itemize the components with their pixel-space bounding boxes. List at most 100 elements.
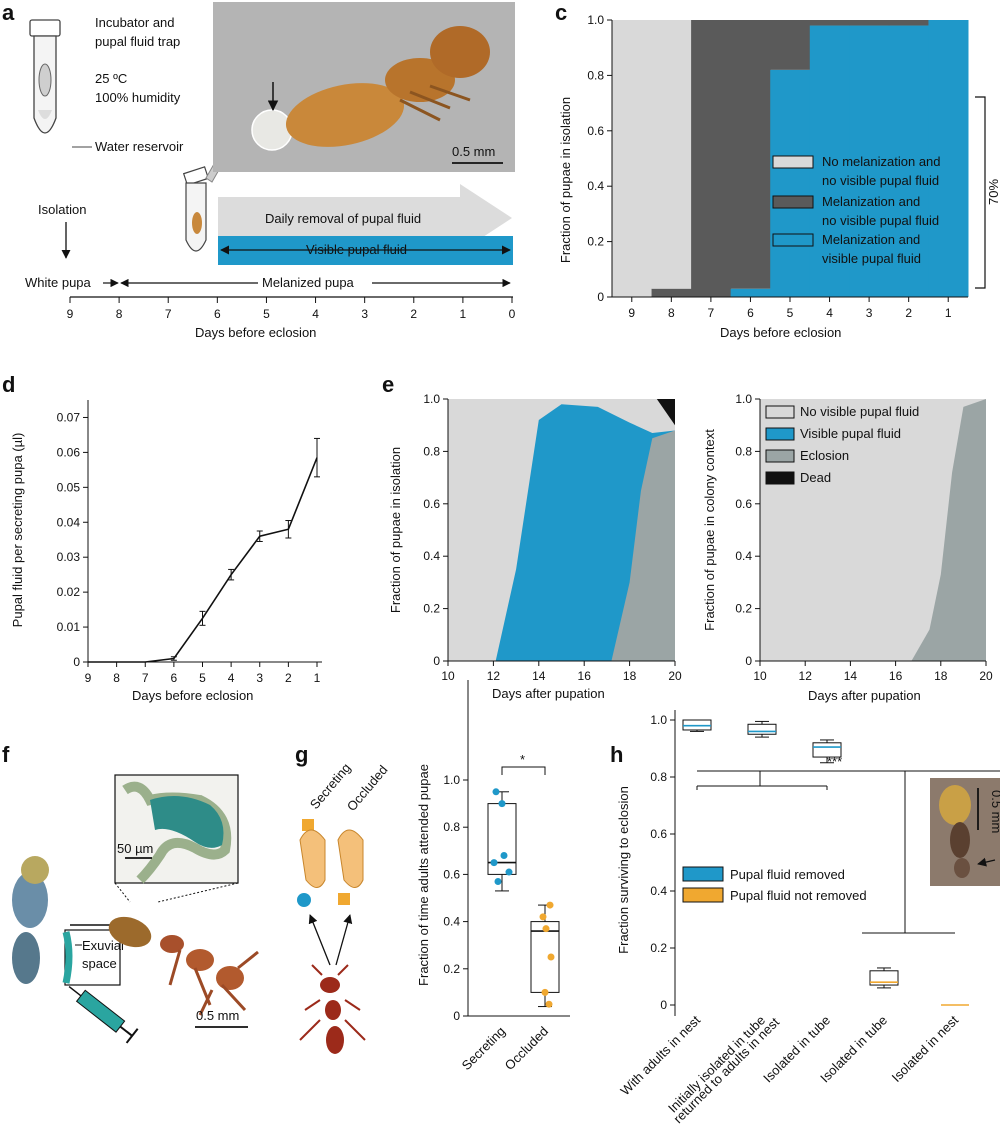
timeline-tick-label: 6 xyxy=(214,307,221,321)
c-area-segment xyxy=(691,20,732,297)
timeline-xlabel: Days before eclosion xyxy=(195,325,316,340)
panel-label-a: a xyxy=(2,0,15,25)
c-legend: No melanization and no visible pupal flu… xyxy=(772,154,941,266)
c-area-segment xyxy=(730,20,771,289)
syringe-icon xyxy=(68,985,139,1044)
e-xtick-label: 20 xyxy=(979,669,993,683)
c-ytick-label: 0.2 xyxy=(587,235,604,249)
panel-d: Pupal fluid per secreting pupa (µl) 9 8 7 6… xyxy=(10,400,322,703)
panel-e-right: Fraction of pupae in colony context 10 12… xyxy=(702,392,993,703)
c-area-segment xyxy=(770,20,811,70)
e-eclosion-area xyxy=(611,430,675,661)
g-data-point xyxy=(541,988,549,996)
d-xtick-label: 5 xyxy=(199,671,206,685)
box-ytick-label: 1.0 xyxy=(443,773,460,787)
scale-bar-f-inset: 50 µm xyxy=(117,841,153,856)
isolation-label: Isolation xyxy=(38,202,86,217)
fluid-trap-label: pupal fluid trap xyxy=(95,34,180,49)
c-xtick-label: 8 xyxy=(668,306,675,320)
g-data-point xyxy=(498,800,506,808)
c-area-segment xyxy=(928,20,969,297)
space-label: space xyxy=(82,956,117,971)
tube-icon xyxy=(29,19,61,134)
white-pupa-label: White pupa xyxy=(25,275,92,290)
panel-label-c: c xyxy=(555,0,567,25)
panel-b: 0.5 mm xyxy=(213,2,515,172)
box-ytick-label: 0 xyxy=(453,1009,460,1023)
e-ytick-label: 0.4 xyxy=(423,549,440,563)
c-ytick-label: 1.0 xyxy=(587,13,604,27)
secreting-pupa-icon xyxy=(297,819,326,907)
melanized-pupa-label: Melanized pupa xyxy=(262,275,355,290)
pupa-image xyxy=(251,26,490,151)
box-ytick-label: 0.2 xyxy=(650,941,667,955)
c-area-segment xyxy=(849,25,890,297)
c-ytick-label: 0.8 xyxy=(587,68,604,82)
h-legend-item: Pupal fluid not removed xyxy=(730,888,867,903)
ant-icon xyxy=(299,964,366,1054)
e-ytick-label: 0 xyxy=(745,654,752,668)
c-area-segment xyxy=(770,69,811,297)
c-ytick-label: 0.6 xyxy=(587,124,604,138)
d-ytick-label: 0.06 xyxy=(57,445,81,459)
e-ytick-label: 1.0 xyxy=(423,392,440,406)
c-area-segment xyxy=(612,20,653,297)
c-legend-item: visible pupal fluid xyxy=(822,251,921,266)
d-xtick-label: 6 xyxy=(171,671,178,685)
h-legend: Pupal fluid removed Pupal fluid not remo… xyxy=(682,866,867,903)
timeline-tick-label: 5 xyxy=(263,307,270,321)
humidity-label: 100% humidity xyxy=(95,90,181,105)
panel-label-f: f xyxy=(2,742,10,767)
e-right-ylabel: Fraction of pupae in colony context xyxy=(702,429,717,631)
box-category-label: Isolated in nest xyxy=(889,1012,962,1085)
scale-bar-f: 0.5 mm xyxy=(196,1008,239,1023)
d-ylabel: Pupal fluid per secreting pupa (µl) xyxy=(10,433,25,628)
timeline-tick-label: 7 xyxy=(165,307,172,321)
panel-c: Fraction of pupae in isolation 9 8 7 6 5 4 3 2 1… xyxy=(558,13,1000,340)
d-xtick-label: 1 xyxy=(314,671,321,685)
c-area-segment xyxy=(730,288,771,297)
e-xtick-label: 18 xyxy=(623,669,637,683)
c-ytick-label: 0 xyxy=(597,290,604,304)
box-category-label: Occluded xyxy=(502,1024,551,1073)
c-xtick-label: 5 xyxy=(787,306,794,320)
g-data-point xyxy=(490,859,498,867)
e-xtick-label: 20 xyxy=(668,669,682,683)
e-ytick-label: 0.6 xyxy=(423,497,440,511)
e-xtick-label: 14 xyxy=(844,669,858,683)
d-ytick-label: 0 xyxy=(73,655,80,669)
g-data-point xyxy=(494,877,502,885)
e-legend-item: Eclosion xyxy=(800,448,849,463)
timeline-tick-label: 8 xyxy=(116,307,123,321)
daily-removal-arrow xyxy=(218,184,512,252)
panel-h: Fraction surviving to eclosion With adul… xyxy=(616,710,1000,1126)
c-xtick-label: 4 xyxy=(826,306,833,320)
timeline-tick-label: 2 xyxy=(410,307,417,321)
box-ytick-label: 0.6 xyxy=(650,827,667,841)
e-legend: No visible pupal fluid Visible pupal flu… xyxy=(765,404,919,485)
e-xtick-label: 10 xyxy=(441,669,455,683)
d-series-line xyxy=(88,457,318,663)
d-ytick-label: 0.01 xyxy=(57,620,81,634)
h-significance: *** xyxy=(827,754,842,769)
c-annotation: 70% xyxy=(986,179,1000,205)
d-xtick-label: 3 xyxy=(256,671,263,685)
e-left-ylabel: Fraction of pupae in isolation xyxy=(388,447,403,613)
g-data-point xyxy=(545,1000,553,1008)
ant-image xyxy=(108,916,259,1016)
d-ytick-label: 0.04 xyxy=(57,515,81,529)
d-ytick-label: 0.02 xyxy=(57,585,81,599)
c-xtick-label: 2 xyxy=(905,306,912,320)
box-ytick-label: 0 xyxy=(660,998,667,1012)
e-ytick-label: 0.8 xyxy=(735,444,752,458)
c-xtick-label: 9 xyxy=(628,306,635,320)
panel-label-e: e xyxy=(382,372,394,397)
temperature-label: 25 ºC xyxy=(95,71,127,86)
c-area-segment xyxy=(809,20,850,26)
panel-f: 50 µm Exuvial space 0.5 xyxy=(12,774,259,1044)
e-legend-item: No visible pupal fluid xyxy=(800,404,919,419)
panel-e-left: Fraction of pupae in isolation 10 12 14 16 1… xyxy=(388,392,682,701)
d-xtick-label: 2 xyxy=(285,671,292,685)
c-bracket xyxy=(975,96,986,289)
c-legend-item: Melanization and xyxy=(822,232,920,247)
